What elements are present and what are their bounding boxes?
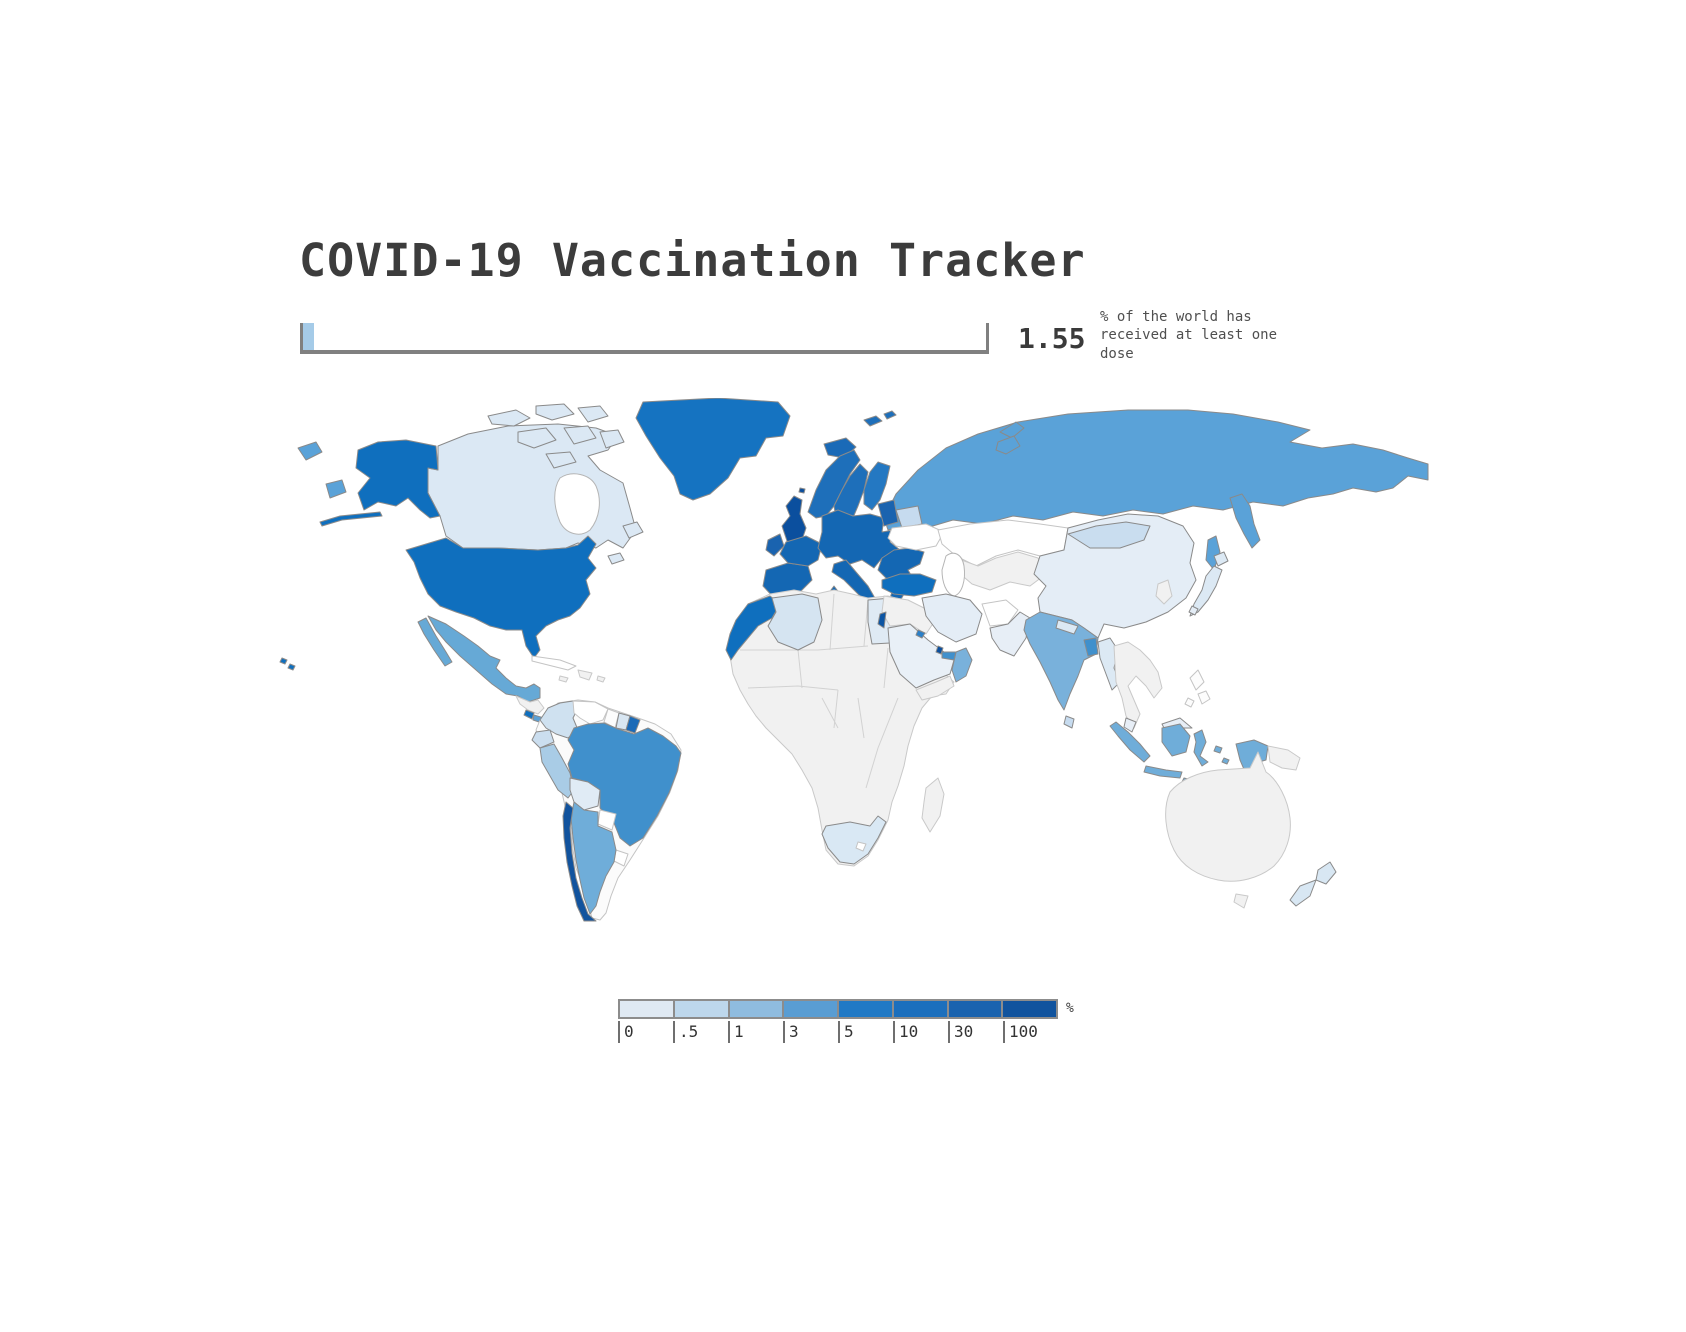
- country-malaysia-peninsula[interactable]: [1123, 717, 1137, 733]
- country-finland[interactable]: [863, 461, 891, 511]
- legend-tick-.5: .5: [673, 1021, 728, 1043]
- country-russia-wrapped-tip[interactable]: [297, 441, 323, 461]
- progress-fill: [303, 323, 314, 350]
- hudson-bay: [554, 473, 600, 535]
- country-colombia[interactable]: [539, 700, 579, 739]
- legend-swatch-5: [837, 1001, 892, 1017]
- country-japan[interactable]: [1189, 551, 1229, 617]
- world-percent-value: 1.55: [1018, 322, 1086, 355]
- country-canada[interactable]: [427, 403, 644, 565]
- country-bolivia[interactable]: [569, 777, 601, 811]
- country-st-lawrence-island[interactable]: [325, 479, 347, 499]
- country-china[interactable]: [1033, 513, 1197, 639]
- legend-swatch-3: [782, 1001, 837, 1017]
- country-qatar[interactable]: [935, 645, 944, 655]
- country-usa-alaska[interactable]: [319, 439, 441, 527]
- caspian-sea: [941, 552, 965, 597]
- country-new-zealand[interactable]: [1289, 861, 1337, 907]
- country-iran[interactable]: [921, 593, 983, 643]
- legend: % 0.5 1 3 5 10 30 100: [618, 999, 1074, 1043]
- country-algeria[interactable]: [767, 593, 823, 651]
- legend-swatch-30: [946, 1001, 1002, 1017]
- page-title: COVID-19 Vaccination Tracker: [299, 234, 1086, 287]
- legend-swatch-100: [1001, 1001, 1056, 1017]
- country-argentina[interactable]: [570, 801, 617, 915]
- country-philippines[interactable]: [1184, 669, 1211, 708]
- africa-internal-borders: [740, 593, 899, 789]
- legend-tick-labels: 0.5 1 3 5 10 30 100: [618, 1021, 1058, 1043]
- world-percent-caption: % of the world has received at least one…: [1100, 309, 1278, 362]
- country-brazil[interactable]: [567, 722, 682, 847]
- legend-tick-30: 30: [948, 1021, 1003, 1043]
- region-caribbean-islands[interactable]: [558, 669, 606, 683]
- legend-tick-5: 5: [838, 1021, 893, 1043]
- country-australia[interactable]: [1165, 751, 1291, 909]
- country-lesotho[interactable]: [855, 841, 867, 852]
- legend-swatch-10: [891, 1001, 947, 1017]
- country-mexico[interactable]: [417, 615, 541, 703]
- country-ireland[interactable]: [765, 533, 785, 557]
- country-israel[interactable]: [877, 611, 887, 629]
- legend-tick-1: 1: [728, 1021, 783, 1043]
- region-central-asia[interactable]: [955, 551, 1047, 591]
- country-yemen[interactable]: [915, 675, 955, 701]
- legend-tick-10: 10: [893, 1021, 948, 1043]
- world-progress-bar: [300, 323, 989, 354]
- legend-swatch-1: [727, 1001, 783, 1017]
- country-turkey[interactable]: [881, 573, 937, 597]
- country-uk[interactable]: [781, 487, 807, 545]
- country-venezuela[interactable]: [572, 700, 609, 725]
- legend-swatch-0: [620, 1001, 673, 1017]
- country-indonesia[interactable]: [1109, 721, 1269, 785]
- country-usa-hawaii[interactable]: [279, 657, 296, 671]
- legend-tick-0: 0: [618, 1021, 673, 1043]
- region-korea[interactable]: [1155, 579, 1173, 605]
- country-ecuador[interactable]: [531, 729, 555, 749]
- country-ukraine[interactable]: [887, 523, 945, 551]
- region-indochina[interactable]: [1113, 641, 1163, 729]
- country-afghanistan[interactable]: [981, 599, 1019, 627]
- region-europe-mainland[interactable]: [762, 509, 925, 615]
- country-mongolia[interactable]: [1067, 521, 1151, 549]
- country-kuwait[interactable]: [915, 629, 926, 639]
- country-papua-new-guinea[interactable]: [1267, 745, 1301, 771]
- country-french-guiana[interactable]: [625, 715, 641, 734]
- country-cuba[interactable]: [531, 655, 577, 671]
- country-nepal[interactable]: [1055, 619, 1079, 635]
- legend-color-bar: [618, 999, 1058, 1019]
- world-choropleth-map: [279, 398, 1429, 922]
- country-south-africa[interactable]: [821, 815, 887, 865]
- legend-tick-100: 100: [1003, 1021, 1058, 1043]
- country-oman[interactable]: [951, 647, 973, 683]
- country-bangladesh[interactable]: [1083, 637, 1099, 657]
- region-baltics[interactable]: [877, 499, 899, 527]
- legend-unit-label: %: [1066, 1001, 1074, 1016]
- country-madagascar[interactable]: [921, 777, 945, 833]
- country-india[interactable]: [1023, 611, 1099, 711]
- legend-swatch-.5: [672, 1001, 728, 1017]
- region-central-america[interactable]: [515, 695, 545, 715]
- country-paraguay[interactable]: [597, 809, 617, 831]
- country-svalbard[interactable]: [863, 410, 897, 427]
- country-chile[interactable]: [562, 801, 597, 922]
- country-pakistan[interactable]: [989, 611, 1031, 657]
- country-costa-rica[interactable]: [523, 709, 535, 720]
- country-usa[interactable]: [405, 535, 597, 659]
- country-uae[interactable]: [941, 651, 957, 661]
- country-taiwan[interactable]: [1188, 605, 1199, 616]
- legend-tick-3: 3: [783, 1021, 838, 1043]
- country-sri-lanka[interactable]: [1063, 715, 1075, 729]
- country-greenland[interactable]: [635, 398, 791, 501]
